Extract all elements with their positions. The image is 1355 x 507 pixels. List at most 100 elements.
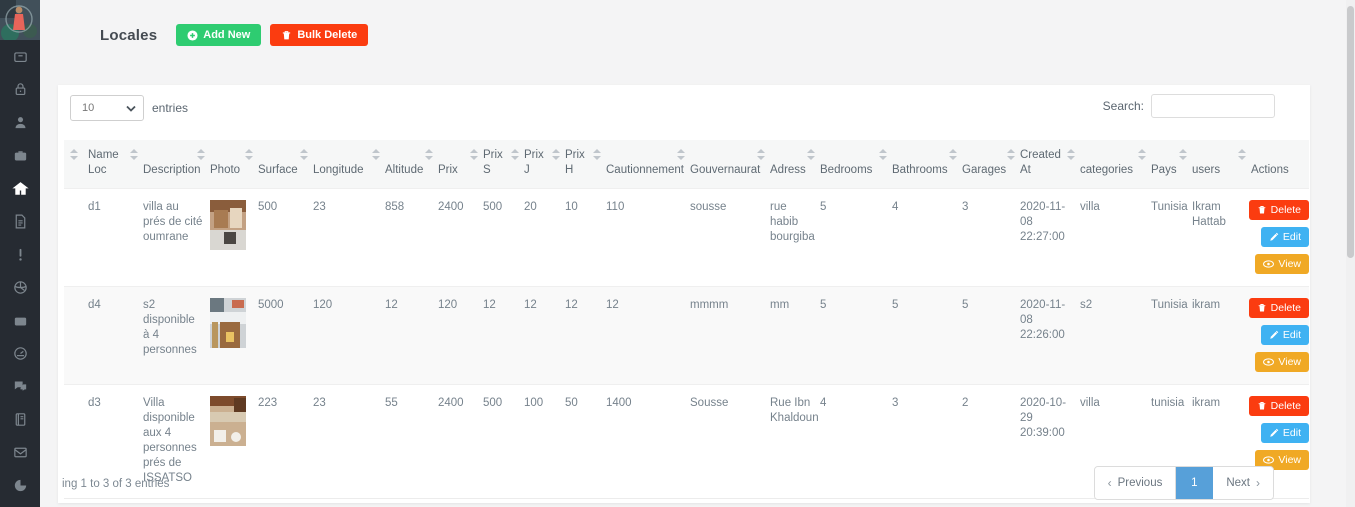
delete-button[interactable]: Delete	[1248, 297, 1309, 318]
col-header-bathrooms[interactable]: Bathrooms	[890, 140, 960, 188]
file-text-icon	[15, 214, 25, 229]
sidebar-item-book[interactable]	[0, 403, 40, 436]
cell-photo	[208, 383, 256, 499]
edit-button[interactable]: Edit	[1260, 226, 1309, 247]
cell-altitude: 12	[383, 285, 436, 385]
next-page-button[interactable]: Next ›	[1212, 467, 1273, 499]
entries-label: entries	[152, 101, 189, 115]
entries-select[interactable]: 10	[70, 95, 144, 121]
col-header-categories[interactable]: categories	[1078, 140, 1149, 188]
cell-adress: Rue Ibn Khaldoun	[768, 383, 819, 499]
search-input[interactable]	[1151, 94, 1275, 118]
sidebar-item-clock[interactable]	[0, 469, 40, 502]
col-header-prix-h[interactable]: Prix H	[563, 140, 604, 188]
cell-prix-j: 12	[522, 285, 563, 385]
cell-photo	[208, 187, 256, 287]
sidebar-item-mail[interactable]	[0, 436, 40, 469]
col-header-users[interactable]: users	[1190, 140, 1249, 188]
col-header-gouvernaurat[interactable]: Gouvernaurat	[688, 140, 768, 188]
sort-icon	[511, 149, 519, 160]
profile-avatar[interactable]	[0, 0, 40, 40]
col-header-bedrooms[interactable]: Bedrooms	[818, 140, 890, 188]
cell-description: Villa disponible aux 4 personnes prés de…	[141, 383, 208, 499]
cell-prix-j: 20	[522, 187, 563, 287]
col-header-clipped[interactable]	[64, 140, 86, 188]
sidebar-item-archive[interactable]	[0, 40, 40, 73]
cell-bathrooms: 4	[890, 187, 960, 287]
cell-categories: villa	[1078, 187, 1149, 287]
previous-page-button[interactable]: ‹ Previous	[1094, 467, 1176, 499]
add-new-button[interactable]: Add New	[176, 24, 262, 46]
cell-gouvernaurat: sousse	[688, 187, 768, 287]
property-photo	[210, 199, 246, 250]
entries-control: 10 entries	[70, 95, 188, 121]
sidebar-item-alert[interactable]	[0, 238, 40, 271]
sort-icon	[593, 149, 601, 160]
sort-icon	[425, 149, 433, 160]
cell-prix: 120	[436, 285, 481, 385]
cell-bedrooms: 4	[818, 383, 890, 499]
cell-prix-h: 12	[563, 285, 604, 385]
view-button[interactable]: View	[1255, 253, 1309, 274]
globe-icon	[13, 281, 27, 294]
sidebar-item-lock[interactable]	[0, 73, 40, 106]
col-header-created-at[interactable]: Created At	[1018, 140, 1078, 188]
col-header-longitude[interactable]: Longitude	[311, 140, 383, 188]
col-header-prix[interactable]: Prix	[436, 140, 481, 188]
col-header-cautionnement[interactable]: Cautionnement	[604, 140, 688, 188]
trash-icon	[1258, 401, 1265, 410]
cell-altitude: 858	[383, 187, 436, 287]
cell-gouvernaurat: mmmm	[688, 285, 768, 385]
sort-icon	[70, 149, 78, 160]
edit-button[interactable]: Edit	[1260, 422, 1309, 443]
col-header-altitude[interactable]: Altitude	[383, 140, 436, 188]
cell-actions: Delete Edit View	[1248, 187, 1309, 287]
cell-created-at: 2020-11-08 22:27:00	[1018, 187, 1078, 287]
cell-clipped	[64, 383, 86, 499]
mail-icon	[13, 447, 27, 458]
bulk-delete-button[interactable]: Bulk Delete	[270, 24, 369, 46]
cell-prix-j: 100	[522, 383, 563, 499]
cell-altitude: 55	[383, 383, 436, 499]
sidebar-item-chat[interactable]	[0, 370, 40, 403]
col-header-surface[interactable]: Surface	[256, 140, 311, 188]
cell-created-at: 2020-11-08 22:26:00	[1018, 285, 1078, 385]
col-header-adress[interactable]: Adress	[768, 140, 818, 188]
col-header-photo[interactable]: Photo	[208, 140, 256, 188]
col-header-pays[interactable]: Pays	[1149, 140, 1190, 188]
sidebar-item-globe[interactable]	[0, 271, 40, 304]
edit-button[interactable]: Edit	[1260, 324, 1309, 345]
sidebar-item-user[interactable]	[0, 106, 40, 139]
sidebar-item-file[interactable]	[0, 205, 40, 238]
view-button[interactable]: View	[1255, 351, 1309, 372]
cell-actions: Delete Edit View	[1248, 383, 1309, 499]
col-header-prix-j[interactable]: Prix J	[522, 140, 563, 188]
trash-icon	[1258, 303, 1265, 312]
sidebar-item-home[interactable]	[0, 172, 40, 205]
vertical-scrollbar-thumb[interactable]	[1347, 6, 1354, 258]
cell-garages: 5	[960, 285, 1018, 385]
page-number-button[interactable]: 1	[1175, 467, 1213, 499]
user-icon	[15, 117, 25, 129]
delete-button[interactable]: Delete	[1248, 395, 1309, 416]
col-header-prix-s[interactable]: Prix S	[481, 140, 522, 188]
archive-icon	[13, 52, 27, 63]
home-icon	[11, 182, 29, 195]
sort-icon	[807, 149, 815, 160]
cell-adress: mm	[768, 285, 818, 385]
eye-icon	[1263, 456, 1275, 464]
lock-icon	[15, 83, 25, 96]
view-button[interactable]: View	[1255, 449, 1309, 470]
cell-longitude: 23	[311, 383, 383, 499]
sidebar-item-bag[interactable]	[0, 304, 40, 337]
sidebar-item-briefcase[interactable]	[0, 139, 40, 172]
sort-icon	[300, 149, 308, 160]
col-header-description[interactable]: Description	[141, 140, 208, 188]
sort-icon	[372, 149, 380, 160]
col-header-name-loc[interactable]: Name Loc	[86, 140, 141, 188]
search-label: Search:	[1102, 99, 1144, 113]
delete-button[interactable]: Delete	[1248, 199, 1309, 220]
col-header-garages[interactable]: Garages	[960, 140, 1018, 188]
sidebar-item-gauge[interactable]	[0, 337, 40, 370]
sort-icon	[949, 149, 957, 160]
